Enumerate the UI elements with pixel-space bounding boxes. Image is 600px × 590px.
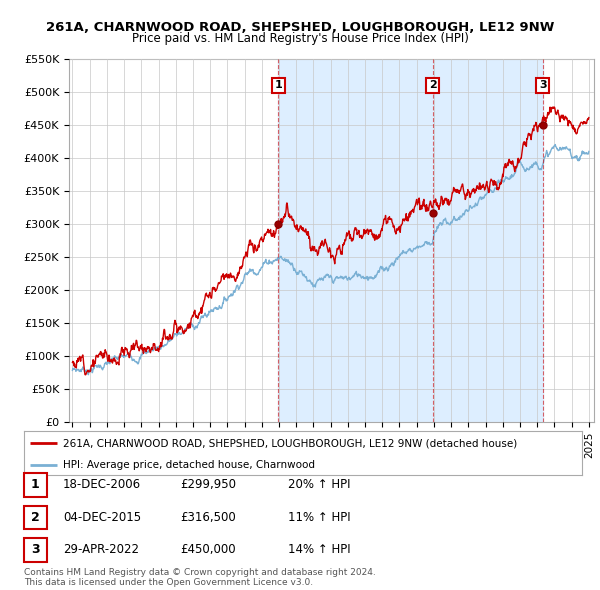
Text: 2: 2: [31, 511, 40, 524]
Text: 261A, CHARNWOOD ROAD, SHEPSHED, LOUGHBOROUGH, LE12 9NW: 261A, CHARNWOOD ROAD, SHEPSHED, LOUGHBOR…: [46, 21, 554, 34]
Text: 3: 3: [539, 80, 547, 90]
Text: 18-DEC-2006: 18-DEC-2006: [63, 478, 141, 491]
Text: Contains HM Land Registry data © Crown copyright and database right 2024.
This d: Contains HM Land Registry data © Crown c…: [24, 568, 376, 587]
Text: 20% ↑ HPI: 20% ↑ HPI: [288, 478, 350, 491]
Text: 261A, CHARNWOOD ROAD, SHEPSHED, LOUGHBOROUGH, LE12 9NW (detached house): 261A, CHARNWOOD ROAD, SHEPSHED, LOUGHBOR…: [63, 438, 517, 448]
Text: 2: 2: [428, 80, 436, 90]
Text: 04-DEC-2015: 04-DEC-2015: [63, 511, 141, 524]
Text: 14% ↑ HPI: 14% ↑ HPI: [288, 543, 350, 556]
Text: 1: 1: [275, 80, 283, 90]
Text: Price paid vs. HM Land Registry's House Price Index (HPI): Price paid vs. HM Land Registry's House …: [131, 32, 469, 45]
Text: £299,950: £299,950: [180, 478, 236, 491]
Text: 3: 3: [31, 543, 40, 556]
Text: 29-APR-2022: 29-APR-2022: [63, 543, 139, 556]
Text: £316,500: £316,500: [180, 511, 236, 524]
Text: 11% ↑ HPI: 11% ↑ HPI: [288, 511, 350, 524]
Text: HPI: Average price, detached house, Charnwood: HPI: Average price, detached house, Char…: [63, 460, 315, 470]
Bar: [278, 59, 543, 422]
Text: £450,000: £450,000: [180, 543, 236, 556]
Text: 1: 1: [31, 478, 40, 491]
